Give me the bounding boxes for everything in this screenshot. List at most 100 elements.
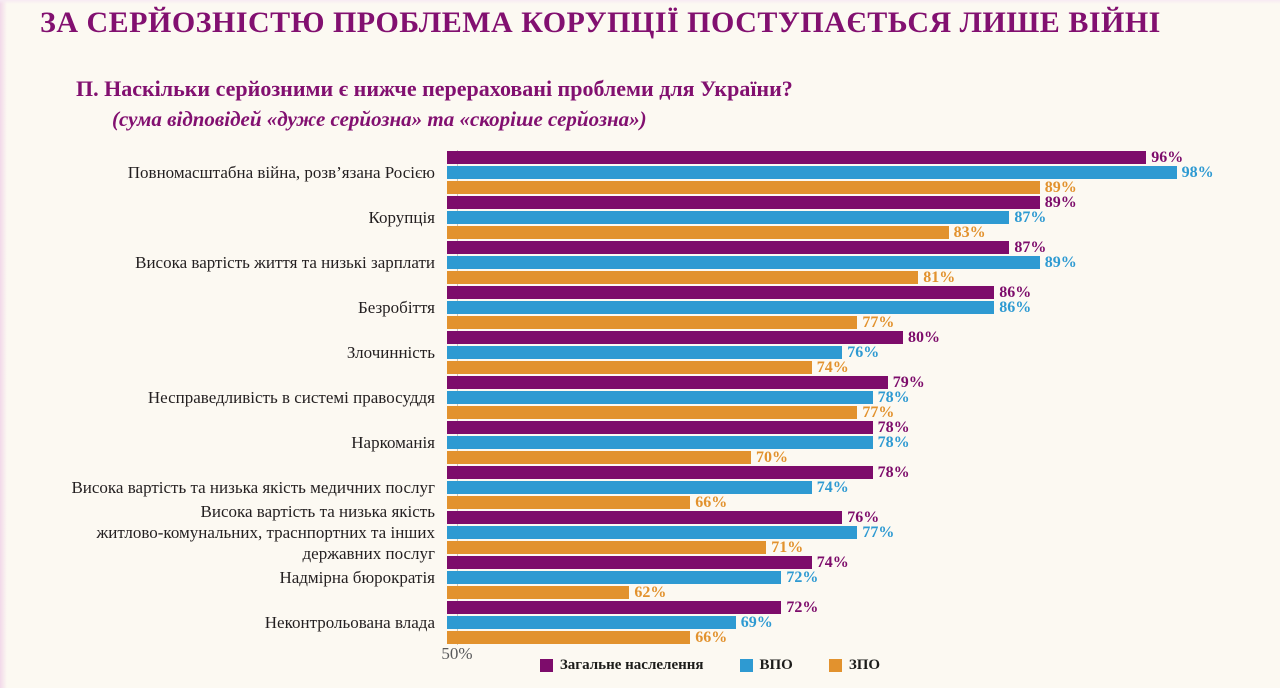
bar-ВПО [447, 526, 858, 539]
bar-ЗПО [447, 316, 858, 329]
bar-line: 69% [447, 614, 1280, 631]
category-label: Безробіття [357, 298, 435, 317]
bar-line: 74% [447, 360, 1280, 376]
bar-line: 71% [447, 539, 1280, 556]
category-bars: 78% 78% 70% [447, 420, 1280, 466]
bar-Загальне наслелення [447, 466, 873, 479]
category-label: Повномасштабна війна, розв’язана Росією [127, 163, 435, 182]
bar-line: 77% [447, 315, 1280, 331]
bar-value-label: 89% [1044, 179, 1077, 196]
chart-row: Безробіття 86% 86% 77% [0, 284, 1280, 331]
category-bars: 80% 76% 74% [447, 330, 1280, 376]
bar-line: 87% [447, 239, 1280, 256]
bar-value-label: 72% [786, 599, 819, 616]
category-label: Неконтрольована влада [264, 613, 435, 632]
bar-line: 62% [447, 585, 1280, 601]
bar-ЗПО [447, 226, 949, 239]
chart-row: Надмірна бюрократія 74% 72% 62% [0, 555, 1280, 601]
chart-rows: Повномасштабна війна, розв’язана Росією 9… [0, 149, 1280, 646]
category-bars: 96% 98% 89% [447, 149, 1280, 196]
bar-line: 76% [447, 509, 1280, 526]
chart-row: Висока вартість життя та низькі зарплати… [0, 239, 1280, 286]
bar-line: 78% [447, 434, 1280, 451]
category-bars: 79% 78% 77% [447, 374, 1280, 421]
legend-item: ЗПО [828, 657, 881, 674]
bar-value-label: 78% [877, 434, 910, 451]
bar-line: 81% [447, 269, 1280, 286]
bar-line: 98% [447, 165, 1280, 181]
category-bars: 76% 77% 71% [447, 509, 1280, 556]
bar-value-label: 89% [1044, 194, 1077, 211]
bar-ВПО [447, 301, 995, 314]
left-edge-strip [0, 0, 7, 688]
bar-ЗПО [447, 406, 858, 419]
legend-swatch-icon [828, 659, 842, 672]
bar-line: 72% [447, 599, 1280, 616]
bar-Загальне наслелення [447, 601, 782, 614]
bar-value-label: 71% [771, 539, 804, 556]
chart-legend: Загальне наслелення ВПО ЗПО [70, 657, 1280, 674]
bar-value-label: 87% [1014, 239, 1047, 256]
bar-Загальне наслелення [447, 331, 903, 344]
chart-row: Повномасштабна війна, розв’язана Росією 9… [0, 149, 1280, 196]
bar-Загальне наслелення [447, 241, 1010, 254]
bar-ВПО [447, 256, 1040, 269]
bar-value-label: 89% [1044, 254, 1077, 271]
bar-line: 70% [447, 449, 1280, 466]
category-bars: 74% 72% 62% [447, 555, 1280, 601]
bar-line: 74% [447, 480, 1280, 496]
bar-Загальне наслелення [447, 151, 1147, 164]
category-label: Корупція [368, 208, 435, 227]
bar-line: 86% [447, 284, 1280, 301]
bar-value-label: 96% [1151, 149, 1184, 166]
bar-value-label: 66% [695, 629, 728, 646]
bar-value-label: 77% [862, 404, 895, 421]
bar-value-label: 78% [877, 389, 910, 406]
bar-ЗПО [447, 181, 1040, 194]
chart-row: Несправедливість в системі правосуддя 79%… [0, 374, 1280, 421]
bar-line: 66% [447, 495, 1280, 511]
category-bars: 86% 86% 77% [447, 284, 1280, 331]
bar-ВПО [447, 481, 812, 494]
category-bars: 78% 74% 66% [447, 465, 1280, 511]
bar-chart: Повномасштабна війна, розв’язана Росією 9… [0, 149, 1280, 646]
bar-value-label: 81% [923, 269, 956, 286]
legend-label: ЗПО [848, 657, 881, 673]
bar-ЗПО [447, 586, 630, 599]
bar-ВПО [447, 391, 873, 404]
bar-value-label: 72% [786, 569, 819, 586]
category-label: Висока вартість та низька якість житлово… [96, 502, 435, 563]
bar-Загальне наслелення [447, 376, 888, 389]
top-edge-strip [0, 0, 1280, 4]
bar-Загальне наслелення [447, 511, 843, 524]
x-axis-tick-label: 50% [441, 644, 473, 663]
legend-label: Загальне наслелення [559, 657, 704, 673]
category-label: Несправедливість в системі правосуддя [147, 388, 435, 407]
bar-value-label: 76% [847, 509, 880, 526]
bar-Загальне наслелення [447, 421, 873, 434]
category-bars: 89% 87% 83% [447, 194, 1280, 241]
bar-ЗПО [447, 451, 751, 464]
bar-line: 77% [447, 404, 1280, 421]
chart-row: Корупція 89% 87% 83% [0, 194, 1280, 241]
bar-ВПО [447, 571, 782, 584]
chart-row: Висока вартість та низька якість житлово… [0, 502, 1280, 563]
category-label: Висока вартість життя та низькі зарплати [135, 253, 435, 272]
bar-value-label: 77% [862, 524, 895, 541]
bar-ЗПО [447, 271, 919, 284]
bar-line: 89% [447, 194, 1280, 211]
bar-value-label: 79% [892, 374, 925, 391]
chart-row: Висока вартість та низька якість медични… [0, 465, 1280, 511]
bar-ВПО [447, 166, 1177, 179]
bar-value-label: 83% [953, 224, 986, 241]
bar-value-label: 86% [999, 299, 1032, 316]
bar-value-label: 86% [999, 284, 1032, 301]
bar-value-label: 70% [756, 449, 788, 466]
page-title: ЗА СЕРЙОЗНІСТЮ ПРОБЛЕМА КОРУПЦІЇ ПОСТУПА… [40, 6, 1161, 39]
bar-line: 87% [447, 210, 1280, 226]
bar-line: 78% [447, 420, 1280, 436]
bar-ВПО [447, 211, 1010, 224]
bar-value-label: 69% [740, 614, 773, 631]
bar-ВПО [447, 616, 736, 629]
